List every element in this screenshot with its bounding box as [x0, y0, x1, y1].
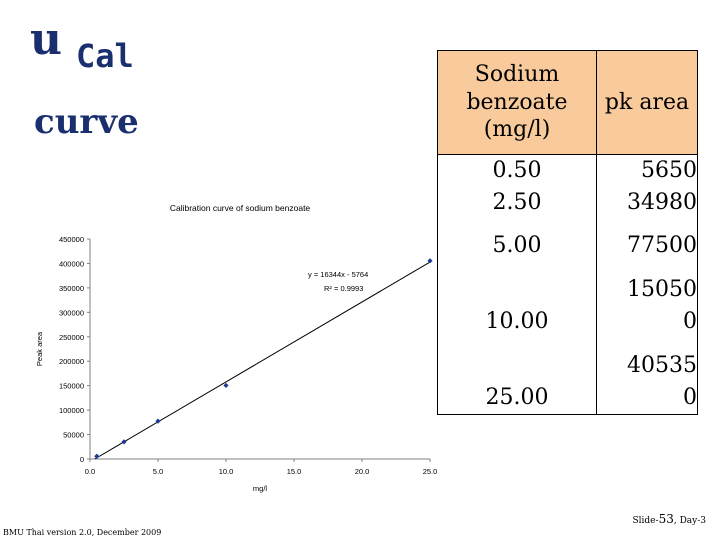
x-tick-label: 0.0 [85, 467, 95, 476]
cell-concentration: 25.00 [437, 337, 597, 415]
peak-area-value: 405350 [627, 353, 697, 410]
y-tick-label: 400000 [59, 259, 84, 268]
table-row: 2.50 34980 [437, 186, 698, 219]
calibration-table: Sodium benzoate (mg/l) pk area 0.50 5650… [437, 50, 698, 415]
x-tick-label: 20.0 [355, 467, 370, 476]
title-curve: curve [34, 102, 139, 142]
y-tick-label: 150000 [59, 382, 84, 391]
header-concentration: Sodium benzoate (mg/l) [437, 50, 597, 155]
cell-concentration: 5.00 [437, 218, 597, 262]
title-u-symbol: u [30, 14, 62, 65]
peak-area-value: 150500 [627, 277, 697, 334]
table-row: 5.00 77500 [437, 218, 698, 262]
x-tick-label: 25.0 [423, 467, 438, 476]
trendline [94, 261, 431, 460]
r-squared-label: R² = 0.9993 [324, 284, 363, 293]
data-point [121, 439, 127, 445]
x-tick-label: 15.0 [287, 467, 302, 476]
cell-peak-area: 77500 [596, 218, 698, 262]
y-tick-label: 250000 [59, 333, 84, 342]
y-tick-label: 100000 [59, 406, 84, 415]
header-peak-area: pk area [596, 50, 698, 155]
data-point [223, 382, 229, 389]
table-row: 10.00 150500 [437, 261, 698, 338]
x-tick-label: 10.0 [219, 467, 234, 476]
calibration-chart: Calibration curve of sodium benzoate 0 500… [35, 203, 438, 493]
x-axis-label: mg/l [253, 484, 268, 493]
slide-prefix: Slide- [632, 516, 659, 526]
table-row: 0.50 5650 [437, 154, 698, 187]
data-point [94, 453, 100, 459]
cell-concentration: 10.00 [437, 261, 597, 338]
footer-version: BMU Thai version 2.0, December 2009 [3, 528, 162, 537]
slide-number: 53 [658, 512, 674, 526]
y-tick-label: 200000 [59, 357, 84, 366]
y-tick-label: 450000 [59, 235, 84, 244]
y-axis-label: Peak area [35, 331, 44, 366]
cell-concentration: 0.50 [437, 154, 597, 187]
y-tick-label: 350000 [59, 284, 84, 293]
chart-title: Calibration curve of sodium benzoate [170, 203, 311, 213]
title-cal-subscript: Cal [76, 37, 134, 75]
footer-slide-number: Slide-53, Day-3 [633, 512, 707, 526]
cell-peak-area: 34980 [596, 186, 698, 219]
y-tick-label: 300000 [59, 308, 84, 317]
x-tick-label: 5.0 [153, 467, 163, 476]
cell-peak-area: 5650 [596, 154, 698, 187]
table-header-row: Sodium benzoate (mg/l) pk area [437, 50, 698, 155]
trendline-equation: y = 16344x - 5764 [308, 270, 368, 279]
slide-suffix: , Day-3 [673, 516, 706, 526]
table-row: 25.00 405350 [437, 337, 698, 415]
y-tick-label: 50000 [63, 431, 84, 440]
y-tick-label: 0 [80, 455, 84, 464]
cell-peak-area: 405350 [596, 337, 698, 415]
cell-peak-area: 150500 [596, 261, 698, 338]
cell-concentration: 2.50 [437, 186, 597, 219]
